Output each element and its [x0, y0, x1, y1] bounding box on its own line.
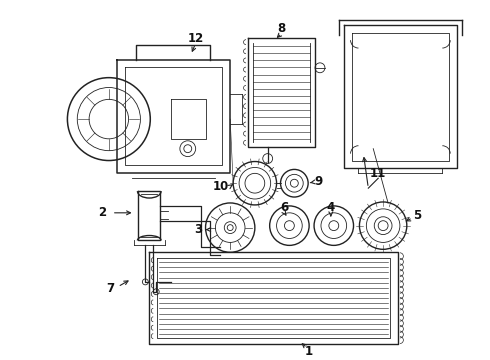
Text: 5: 5: [414, 209, 422, 222]
Text: 7: 7: [106, 282, 114, 295]
Text: 2: 2: [98, 206, 106, 219]
Text: 3: 3: [195, 223, 203, 236]
Text: 6: 6: [280, 201, 289, 215]
Text: 9: 9: [315, 175, 323, 188]
Text: 8: 8: [277, 22, 286, 35]
Text: 1: 1: [305, 346, 313, 359]
Text: 12: 12: [188, 32, 204, 45]
Text: 11: 11: [370, 167, 386, 180]
Text: 10: 10: [212, 180, 228, 193]
Text: 4: 4: [327, 201, 335, 215]
